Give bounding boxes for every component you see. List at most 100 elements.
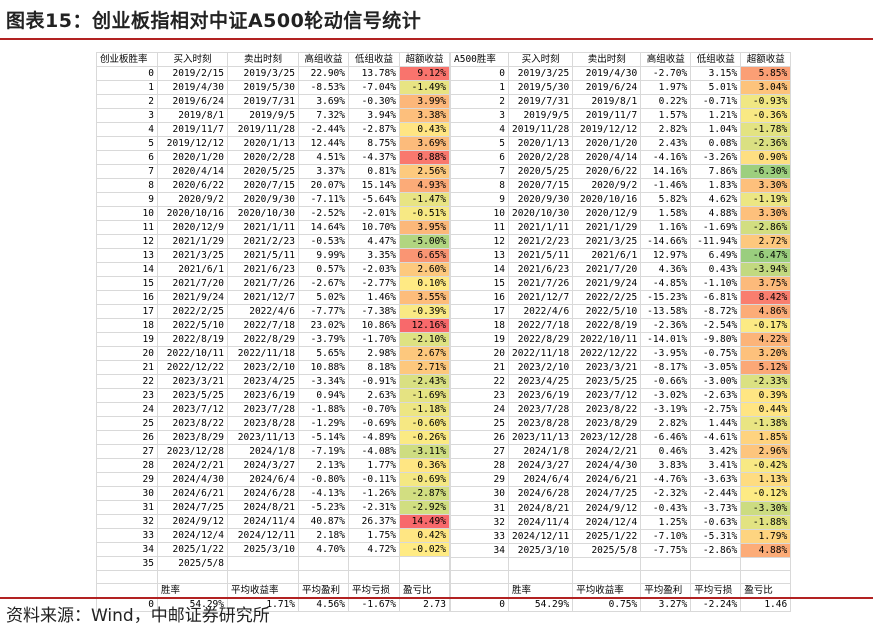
table-cell: 2019/7/31 [507,94,574,110]
table-cell: 2021/12/7 [507,290,574,306]
summary-header: 盈亏比 [399,583,450,599]
table-cell: 2024/2/21 [572,444,642,460]
table-cell: 2019/12/12 [572,122,642,138]
table-cell: 2022/12/22 [157,360,228,375]
table-cell: 2022/7/18 [227,318,299,333]
table-cell: -0.63% [690,514,742,530]
table-cell: 2021/9/24 [572,276,642,292]
table-cell: 2022/11/18 [507,346,574,362]
summary-header-blank [450,582,509,598]
table-cell: -2.75% [690,402,742,418]
table-cell: 15 [96,276,158,291]
table-cell: 2019/3/25 [507,66,574,82]
table-row: 1 2019/4/30 2019/5/30 -8.53% -7.04% -1.49% [96,80,450,95]
table-cell: 2019/3/25 [227,66,299,81]
table-cell: -2.36% [640,318,692,334]
table-cell: 3.99% [399,94,450,109]
table-cell: 2.56% [399,164,450,179]
table-cell: 3.20% [740,346,792,362]
table-cell: -0.93% [740,94,792,110]
table-cell: -2.87% [348,122,400,137]
table-cell: -3.95% [640,346,692,362]
table-row: 21 2023/2/10 2023/3/21 -8.17% -3.05% 5.12% [450,360,792,376]
table-cell: 33 [96,528,158,543]
table-cell: 23.02% [298,318,349,333]
table-cell: 3.83% [640,458,692,474]
table-row: 0 2019/2/15 2019/3/25 22.90% 13.78% 9.12% [96,66,450,81]
table-row: 12 2021/2/23 2021/3/25 -14.66% -11.94% 2.72% [450,234,792,250]
column-header: 卖出时刻 [572,51,642,68]
table-cell: 2022/4/6 [227,304,299,319]
table-cell: 2.82% [640,122,692,138]
table-cell: 2021/5/11 [507,248,574,264]
table-cell: 4.36% [640,262,692,278]
table-cell: 2023/12/28 [157,444,228,459]
column-header: 高组收益 [640,51,692,68]
column-header: 超额收益 [740,51,792,68]
table-cell: 4 [96,122,158,137]
table-cell: 1.97% [640,80,692,96]
table-cell: 10.70% [348,220,400,235]
table-cell: 20 [96,346,158,361]
table-cell: 1.21% [690,108,742,124]
table-cell: 3.37% [298,164,349,179]
table-row: 10 2020/10/16 2020/10/30 -2.52% -2.01% -0.51% [96,206,450,221]
table-cell: 2022/12/22 [572,346,642,362]
spacer-cell [690,569,742,584]
empty-cell [507,556,574,571]
summary-cell: 3.27% [640,596,692,613]
table-cell: 2024/11/4 [507,514,574,530]
table-cell: 2023/2/10 [507,360,574,376]
empty-cell [450,556,509,571]
spacer-cell [298,569,349,585]
table-row: 30 2024/6/28 2024/7/25 -2.32% -2.44% -0.12% [450,486,792,502]
summary-cell: 0 [450,596,509,613]
table-cell: 16 [450,290,509,306]
table-cell: 2019/11/7 [157,122,228,137]
table-cell: 24 [96,402,158,417]
table-cell: 5 [96,136,158,151]
table-row: 13 2021/3/25 2021/5/11 9.99% 3.35% 6.65% [96,248,450,263]
table-cell: 0.81% [348,164,400,179]
table-cell: -2.77% [348,276,400,291]
table-cell: -0.69% [348,416,400,431]
table-cell: 30 [450,486,509,502]
table-cell: 9.12% [399,66,450,81]
table-cell: -2.92% [399,500,450,515]
table-cell: 2024/7/25 [157,500,228,515]
table-cell: 2025/5/8 [572,542,642,558]
table-cell: 2022/8/19 [572,318,642,334]
table-cell: 15 [450,276,509,292]
table-row: 15 2021/7/20 2021/7/26 -2.67% -2.77% 0.10% [96,276,450,291]
table-cell: -1.18% [399,402,450,417]
table-cell: 8 [96,178,158,193]
table-row: 35 2025/5/8 [96,556,450,571]
table-cell: -4.89% [348,430,400,445]
table-cell: -1.38% [740,416,792,432]
table-cell: 2020/9/2 [157,192,228,207]
table-cell: 2023/7/12 [572,388,642,404]
table-cell: -4.08% [348,444,400,459]
table-cell: 2022/8/29 [227,332,299,347]
table-cell: 9 [450,192,509,208]
table-cell: 1.46% [348,290,400,305]
table-cell: 2.82% [640,416,692,432]
table-cell: 2.96% [740,444,792,460]
table-row: 33 2024/12/4 2024/12/11 2.18% 1.75% 0.42% [96,528,450,543]
table-cell: -1.88% [298,402,349,417]
table-cell: 2024/12/4 [572,514,642,530]
table-row: 20 2022/10/11 2022/11/18 5.65% 2.98% 2.67% [96,346,450,361]
bottom-rule [0,597,873,599]
table-cell: 24 [450,402,509,418]
table-row: 26 2023/8/29 2023/11/13 -5.14% -4.89% -0.26% [96,430,450,445]
table-row: 5 2020/1/13 2020/1/20 2.43% 0.08% -2.36% [450,136,792,152]
table-row: 17 2022/4/6 2022/5/10 -13.58% -8.72% 4.86% [450,304,792,320]
table-cell: 2023/4/25 [507,374,574,390]
table-cell: 5.01% [690,80,742,96]
spacer-cell [640,569,692,584]
table-row: 14 2021/6/23 2021/7/20 4.36% 0.43% -3.94% [450,262,792,278]
table-cell: -0.43% [640,500,692,516]
table-cell: -2.70% [640,66,692,82]
table-cell: 6.65% [399,248,450,263]
spacer-cell [227,569,299,585]
